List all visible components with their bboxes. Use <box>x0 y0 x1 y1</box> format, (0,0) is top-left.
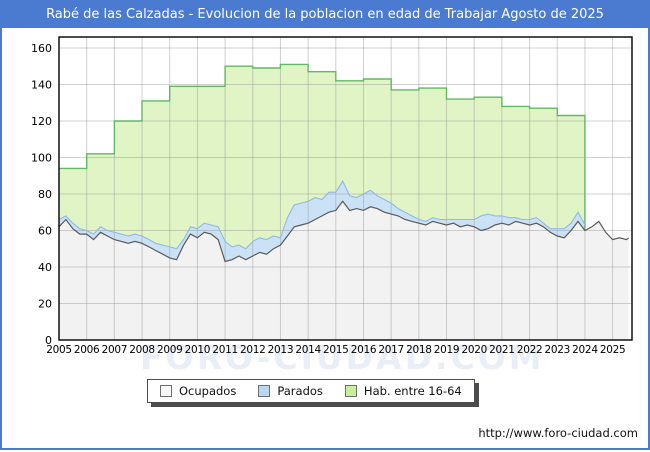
x-axis-tick-label: 2011 <box>212 344 238 356</box>
legend-item-habitantes: Hab. entre 16-64 <box>344 384 462 398</box>
series-line-habitantes <box>59 63 586 231</box>
series-area-ocupados <box>59 201 629 340</box>
legend-item-ocupados: Ocupados <box>160 384 236 398</box>
legend-item-parados: Parados <box>258 384 323 398</box>
title-bar: Rabé de las Calzadas - Evolucion de la p… <box>2 2 648 28</box>
legend-label-ocupados: Ocupados <box>179 384 237 398</box>
x-axis-tick-label: 2025 <box>600 344 626 356</box>
y-axis-tick-label: 60 <box>38 224 52 237</box>
plot-border <box>58 36 633 341</box>
x-axis-tick-label: 2007 <box>102 344 128 356</box>
legend-swatch-parados <box>258 385 271 397</box>
y-axis-tick-label: 100 <box>31 151 52 164</box>
x-axis-tick-label: 2014 <box>295 344 321 356</box>
series-line-parados <box>58 180 586 250</box>
y-axis-tick-label: 40 <box>38 261 52 274</box>
y-axis-tick-label: 0 <box>45 334 52 347</box>
legend-label-habitantes: Hab. entre 16-64 <box>363 384 462 398</box>
x-axis-tick-label: 2021 <box>489 344 515 356</box>
x-axis-tick-label: 2023 <box>544 344 570 356</box>
y-axis-tick-label: 80 <box>38 188 52 201</box>
x-axis-tick-label: 2017 <box>378 344 404 356</box>
series-line-ocupados <box>58 200 630 263</box>
x-axis-tick-label: 2022 <box>517 344 543 356</box>
x-axis-tick-label: 2008 <box>129 344 155 356</box>
x-axis-tick-label: 2012 <box>240 344 266 356</box>
x-axis-tick-label: 2018 <box>406 344 432 356</box>
x-axis-tick-label: 2015 <box>323 344 349 356</box>
legend-swatch-ocupados <box>160 385 172 397</box>
x-axis-tick-label: 2020 <box>461 344 487 356</box>
x-axis-tick-label: 2009 <box>157 344 183 356</box>
y-axis-tick-label: 20 <box>38 297 52 310</box>
x-axis-tick-label: 2016 <box>351 344 377 356</box>
x-axis-tick-label: 2024 <box>572 344 598 356</box>
y-axis-tick-label: 140 <box>31 78 52 91</box>
footer-url-link[interactable]: http://www.foro-ciudad.com <box>478 426 638 440</box>
legend-swatch-habitantes <box>344 385 357 397</box>
x-axis-tick-label: 2005 <box>46 344 72 356</box>
legend-label-parados: Parados <box>277 384 323 398</box>
y-axis-tick-label: 160 <box>31 42 52 55</box>
x-axis-tick-label: 2013 <box>268 344 294 356</box>
y-axis-tick-label: 120 <box>31 115 52 128</box>
legend: Ocupados Parados Hab. entre 16-64 <box>147 379 475 403</box>
watermark: FORO-CIUDAD.COM <box>140 338 545 377</box>
page-title: Rabé de las Calzadas - Evolucion de la p… <box>46 7 604 22</box>
x-axis-tick-label: 2010 <box>185 344 211 356</box>
x-axis-tick-label: 2019 <box>434 344 460 356</box>
x-axis-tick-label: 2006 <box>74 344 100 356</box>
series-area-parados <box>59 181 585 262</box>
